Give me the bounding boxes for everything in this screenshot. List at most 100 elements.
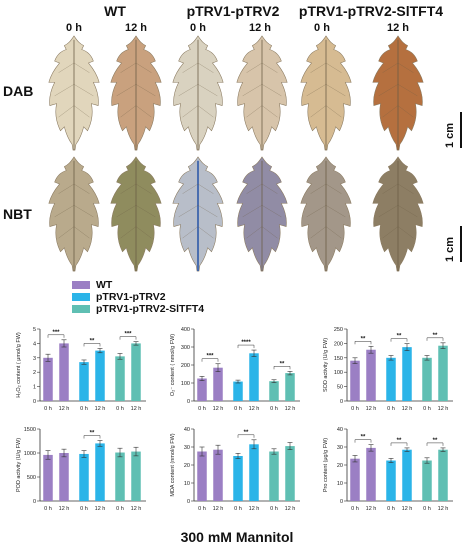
bar — [115, 452, 125, 501]
significance-label: ** — [244, 430, 249, 436]
legend-label: pTRV1-pTRV2-SlTFT4 — [96, 303, 205, 315]
scale-bar-nbt — [460, 226, 462, 262]
y-tick-label: 30 — [337, 445, 343, 451]
y-tick-label: 500 — [27, 475, 36, 481]
significance-bracket — [426, 337, 444, 341]
y-tick-label: 0 — [33, 499, 36, 505]
y-tick-label: 0 — [340, 499, 343, 505]
significance-label: ** — [90, 338, 95, 344]
x-tick-label: 0 h — [44, 506, 52, 512]
y-tick-label: 2 — [33, 370, 36, 376]
significance-bracket — [237, 344, 255, 349]
bar — [95, 350, 105, 401]
significance-bracket — [83, 435, 101, 439]
legend-swatch — [72, 281, 90, 289]
y-axis-label: Pro content (μg/g FW) — [323, 438, 329, 492]
significance-bracket — [47, 334, 65, 338]
legend-item-trv2: pTRV1-pTRV2 — [72, 291, 166, 303]
y-tick-label: 150 — [334, 356, 343, 362]
leaf-image-dab-3 — [172, 35, 224, 151]
header-trv2: pTRV1-pTRV2 — [186, 3, 280, 19]
y-tick-label: 1500 — [24, 427, 36, 433]
legend-swatch — [72, 305, 90, 313]
bar — [79, 362, 89, 401]
bar — [59, 343, 69, 401]
bar — [213, 367, 223, 401]
significance-bracket — [390, 442, 408, 446]
header-tft4: pTRV1-pTRV2-SlTFT4 — [298, 3, 444, 19]
significance-bracket — [83, 343, 101, 347]
y-tick-label: 0 — [33, 399, 36, 405]
significance-bracket — [201, 358, 219, 362]
significance-bracket — [119, 336, 137, 340]
bar — [422, 357, 432, 401]
x-tick-label: 12 h — [438, 506, 449, 512]
bar — [366, 447, 376, 501]
y-tick-label: 1000 — [24, 451, 36, 457]
significance-bracket — [273, 366, 291, 370]
bar — [269, 451, 279, 501]
bar — [197, 451, 207, 501]
y-axis-label: POD activity (U/g FW) — [16, 438, 22, 492]
figure-footer: 300 mM Mannitol — [180, 529, 294, 545]
bar — [269, 381, 279, 401]
x-tick-label: 12 h — [249, 406, 260, 412]
x-tick-label: 12 h — [285, 406, 296, 412]
significance-label: ** — [433, 438, 438, 444]
bar — [59, 453, 69, 501]
y-tick-label: 20 — [184, 463, 190, 469]
x-tick-label: 12 h — [402, 506, 413, 512]
x-tick-label: 0 h — [234, 506, 242, 512]
leaf-image-nbt-1 — [48, 156, 100, 272]
time-label: 0 h — [190, 22, 206, 34]
bar — [197, 378, 207, 401]
significance-label: ** — [361, 435, 366, 441]
leaf-image-nbt-4 — [236, 156, 288, 272]
x-tick-label: 0 h — [351, 506, 359, 512]
x-tick-label: 12 h — [131, 406, 142, 412]
bar — [249, 444, 259, 501]
time-label: 0 h — [314, 22, 330, 34]
legend-item-wt: WT — [72, 279, 112, 291]
time-label: 12 h — [248, 22, 271, 34]
x-tick-label: 0 h — [423, 406, 431, 412]
bar — [438, 449, 448, 501]
bar — [350, 458, 360, 501]
x-tick-label: 0 h — [270, 506, 278, 512]
y-tick-label: 30 — [184, 445, 190, 451]
x-tick-label: 12 h — [95, 406, 106, 412]
x-tick-label: 0 h — [270, 406, 278, 412]
x-tick-label: 0 h — [198, 406, 206, 412]
x-tick-label: 12 h — [213, 406, 224, 412]
bar — [285, 446, 295, 501]
significance-label: *** — [52, 330, 60, 336]
leaf-image-nbt-2 — [110, 156, 162, 272]
bar — [95, 443, 105, 501]
bar — [233, 456, 243, 501]
x-tick-label: 0 h — [116, 406, 124, 412]
x-tick-label: 0 h — [351, 406, 359, 412]
row-label-dab: DAB — [3, 83, 34, 99]
legend-label: pTRV1-pTRV2 — [96, 291, 166, 303]
bar — [402, 449, 412, 501]
y-tick-label: 10 — [184, 481, 190, 487]
legend-label: WT — [96, 279, 113, 291]
y-axis-label: H₂O₂ content ( μmol/g FW) — [16, 332, 22, 398]
significance-label: ** — [397, 334, 402, 340]
bar — [285, 373, 295, 401]
y-tick-label: 0 — [187, 499, 190, 505]
x-tick-label: 12 h — [95, 506, 106, 512]
x-tick-label: 0 h — [44, 406, 52, 412]
y-tick-label: 40 — [184, 427, 190, 433]
legend-item-tft4: pTRV1-pTRV2-SlTFT4 — [72, 303, 204, 315]
y-tick-label: 3 — [33, 356, 36, 362]
x-tick-label: 0 h — [423, 506, 431, 512]
significance-bracket — [237, 434, 255, 438]
bar — [350, 360, 360, 401]
bar — [43, 357, 53, 401]
x-tick-label: 12 h — [249, 506, 260, 512]
y-tick-label: 20 — [337, 463, 343, 469]
significance-label: ** — [397, 438, 402, 444]
x-tick-label: 12 h — [285, 506, 296, 512]
bar — [233, 381, 243, 401]
